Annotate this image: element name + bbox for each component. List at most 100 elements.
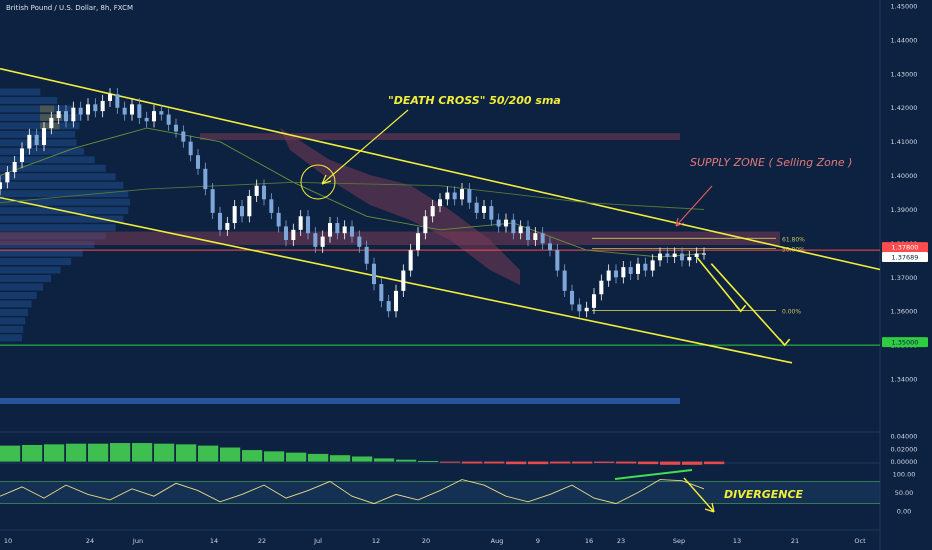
candle: [591, 294, 597, 308]
volume-profile-bar: [0, 105, 75, 113]
candle: [313, 233, 318, 247]
candle: [5, 172, 10, 183]
volume-profile-bar: [0, 275, 52, 282]
candle: [122, 107, 127, 115]
oscillator-band: [0, 481, 880, 504]
candle: [269, 199, 274, 213]
histogram-bar: [22, 444, 43, 462]
candle: [320, 236, 325, 247]
candle: [379, 284, 384, 302]
time-tick-label: 16: [585, 537, 593, 545]
candle: [657, 253, 663, 261]
histogram-bar: [682, 461, 703, 465]
time-tick-label: 9: [536, 537, 540, 545]
volume-profile-bar: [0, 215, 124, 223]
candle: [151, 111, 157, 122]
candle: [665, 253, 670, 257]
series-trendline-lower: [0, 196, 793, 364]
histogram-bar: [396, 459, 417, 462]
time-tick-label: 22: [258, 537, 266, 545]
price-label-bg: [882, 251, 928, 262]
price-tick-label: 1.42000: [891, 104, 918, 112]
histogram-bar: [352, 456, 373, 462]
candle: [518, 226, 523, 234]
candle: [0, 182, 3, 190]
time-tick-label: 21: [791, 537, 799, 545]
oscillator-line: [0, 479, 705, 505]
histogram-panel: 0.04000 0.02000 0.00000: [0, 433, 918, 466]
supply-zone-label: SUPPLY ZONE ( Selling Zone ): [690, 156, 852, 169]
price-tick-label: 1.34000: [891, 376, 918, 384]
histogram-bar: [0, 445, 21, 462]
histogram-bar: [154, 443, 175, 462]
candle: [408, 250, 413, 271]
candle: [100, 100, 105, 112]
time-tick-label: 23: [617, 537, 625, 545]
time-tick-label: Jun: [132, 537, 143, 545]
candle: [452, 192, 457, 200]
divergence-line: [614, 469, 693, 480]
volume-profile: [0, 88, 130, 342]
fib-label: 0.00%: [782, 309, 801, 316]
candle: [364, 246, 369, 264]
histogram-bar: [330, 455, 351, 462]
candle: [19, 148, 25, 162]
histogram-bar: [220, 447, 241, 462]
candle: [195, 155, 201, 169]
candle: [562, 270, 567, 291]
candle: [672, 253, 677, 257]
histogram-bar: [572, 461, 593, 464]
volume-profile-bar: [0, 164, 106, 172]
candle: [503, 219, 509, 227]
histogram-tick-label: 0.02000: [891, 445, 918, 453]
price-label-bg: [882, 242, 928, 253]
histogram-bar: [198, 445, 219, 462]
candle: [467, 189, 472, 203]
zones: [0, 128, 780, 404]
price-tick-label: 1.45000: [891, 3, 918, 11]
price-tick-label: 1.39000: [891, 206, 918, 214]
time-tick-label: 10: [4, 537, 12, 545]
zone-horizontal-supply: [200, 133, 680, 140]
candle: [261, 185, 267, 200]
candle: [386, 301, 391, 312]
candle: [129, 104, 135, 115]
fib-label: 61.80%: [782, 236, 805, 243]
candle: [401, 270, 406, 291]
candle: [225, 223, 230, 230]
candle: [283, 226, 289, 240]
candle: [49, 117, 54, 129]
candle: [327, 223, 333, 237]
histogram-bar: [44, 444, 65, 462]
candle: [481, 206, 487, 213]
histogram-tick-label: 0.00000: [891, 458, 918, 466]
volume-profile-bar: [0, 291, 37, 299]
histogram-bar: [88, 443, 109, 462]
candle: [78, 107, 83, 115]
candle: [423, 216, 428, 234]
candle: [511, 219, 516, 234]
histogram-bar: [528, 461, 549, 465]
candle: [547, 243, 553, 251]
time-tick-label: 24: [86, 537, 94, 545]
candle: [63, 111, 69, 122]
candle: [137, 104, 142, 118]
candle: [635, 263, 641, 274]
candle: [203, 168, 208, 190]
histogram-bar: [484, 461, 505, 464]
histogram-bar: [660, 461, 681, 465]
candle: [525, 226, 531, 240]
price-label-bg: [882, 337, 928, 348]
oscillator-panel: 100.00 50.00 0.00 DIVERGENCE: [0, 469, 915, 516]
histogram-bar: [462, 461, 483, 464]
candle: [217, 212, 223, 230]
candle: [188, 141, 193, 156]
price-label: 1.35000: [892, 339, 919, 347]
candle: [489, 206, 494, 220]
price-axis: 1.45000 1.44000 1.43000 1.42000 1.41000 1.400…: [882, 3, 928, 384]
histogram-bar: [594, 461, 615, 463]
arrow-head: [735, 304, 747, 313]
candle: [577, 304, 582, 312]
arrow-head: [779, 338, 791, 347]
